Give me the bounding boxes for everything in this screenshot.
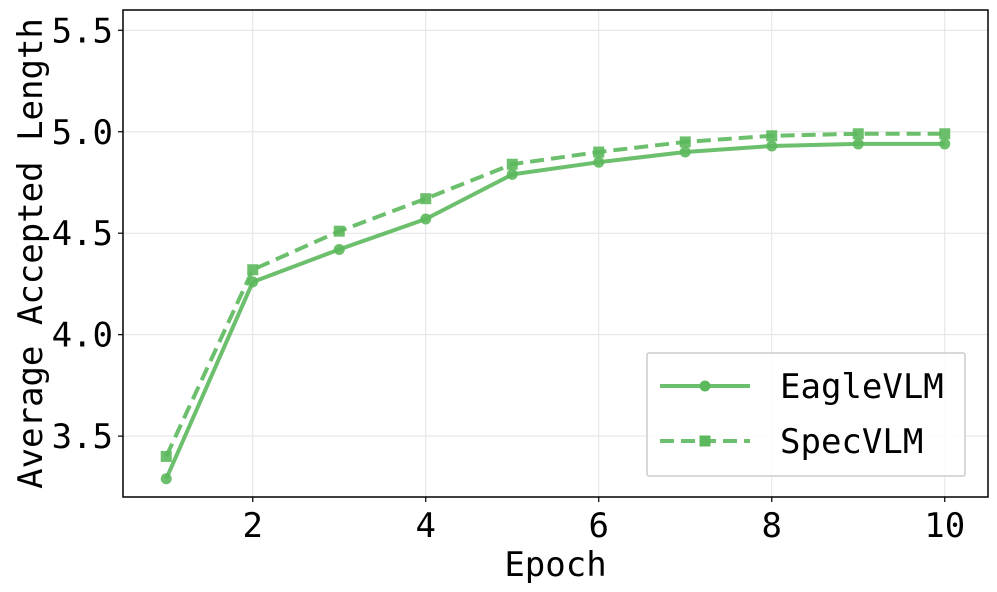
series-layer [160, 128, 951, 485]
data-point-circle [939, 138, 951, 150]
data-point-square [160, 450, 172, 462]
data-point-square [506, 158, 518, 170]
y-tick-label: 5.0 [52, 113, 113, 153]
y-tick-label: 3.5 [52, 417, 113, 457]
plot-frame [122, 9, 989, 498]
data-point-square [939, 128, 951, 140]
data-point-circle [852, 138, 864, 150]
y-tick-label: 4.5 [52, 214, 113, 254]
legend-label: SpecVLM [780, 422, 923, 462]
data-point-square [333, 225, 345, 237]
data-point-square [420, 193, 432, 205]
x-tick-label: 6 [589, 506, 609, 546]
data-point-circle [420, 213, 432, 225]
series-line [164, 141, 945, 480]
data-point-square [679, 136, 691, 148]
data-point-circle [766, 140, 778, 152]
data-point-circle [160, 473, 172, 485]
data-point-square [852, 128, 864, 140]
grid-lines [123, 10, 988, 497]
data-point-circle [679, 146, 691, 158]
x-tick-label: 8 [762, 506, 782, 546]
data-point-circle [333, 243, 345, 255]
tick-layer: 2 4 6 8 10 3.5 4.0 4.5 5.0 5.5 [52, 11, 966, 546]
x-axis-title: Epoch [504, 545, 606, 585]
data-point-square [593, 146, 605, 158]
y-axis-title: Average Accepted Length [11, 18, 51, 489]
legend-marker-circle [699, 380, 711, 392]
x-tick-label: 2 [243, 506, 263, 546]
legend-label: EagleVLM [780, 367, 944, 407]
x-tick-label: 4 [416, 506, 436, 546]
series-line [164, 131, 945, 458]
y-tick-label: 4.0 [52, 316, 113, 356]
legend: EagleVLM SpecVLM [646, 352, 966, 477]
data-point-square [766, 130, 778, 142]
data-point-square [247, 264, 259, 276]
data-point-circle [593, 156, 605, 168]
legend-marker-square [699, 435, 711, 447]
legend-box [646, 352, 966, 477]
data-point-circle [506, 168, 518, 180]
x-tick-label: 10 [924, 506, 965, 546]
y-tick-label: 5.5 [52, 11, 113, 51]
